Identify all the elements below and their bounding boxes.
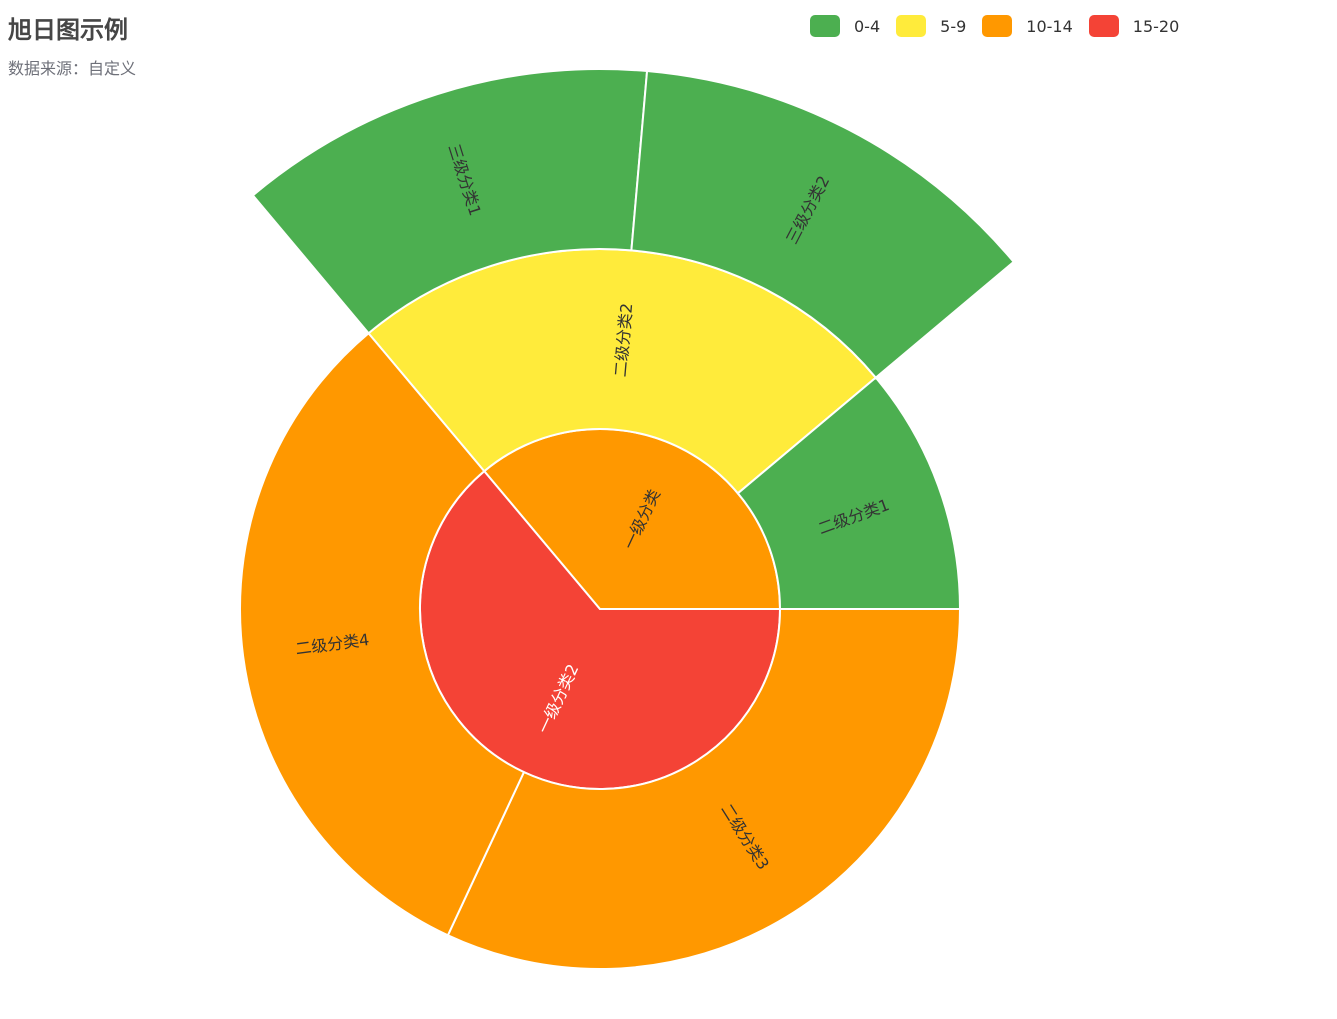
legend-label: 10-14 xyxy=(1026,16,1073,36)
segment-layer xyxy=(238,68,1016,971)
legend-swatch xyxy=(1088,15,1119,37)
legend-item-5-9[interactable]: 5-9 xyxy=(896,15,966,37)
legend-swatch xyxy=(982,15,1013,37)
chart-legend: 0-4 5-9 10-14 15-20 xyxy=(810,14,1195,38)
legend-item-10-14[interactable]: 10-14 xyxy=(982,15,1073,37)
legend-label: 5-9 xyxy=(940,16,967,36)
legend-label: 0-4 xyxy=(854,16,881,36)
legend-label: 15-20 xyxy=(1132,16,1180,36)
chart-subtitle: 数据来源：自定义 xyxy=(8,59,137,78)
legend-swatch xyxy=(810,15,840,37)
sunburst-segment-三级分类2[interactable] xyxy=(630,69,1016,380)
sunburst-segment-二级分类4[interactable] xyxy=(238,331,526,937)
sunburst-segment-二级分类3[interactable] xyxy=(446,608,962,971)
legend-item-0-4[interactable]: 0-4 xyxy=(810,15,880,37)
sunburst-segment-二级分类1[interactable] xyxy=(736,376,962,610)
legend-item-15-20[interactable]: 15-20 xyxy=(1088,15,1180,37)
chart-title: 旭日图示例 xyxy=(8,16,128,44)
legend-swatch xyxy=(896,15,927,37)
